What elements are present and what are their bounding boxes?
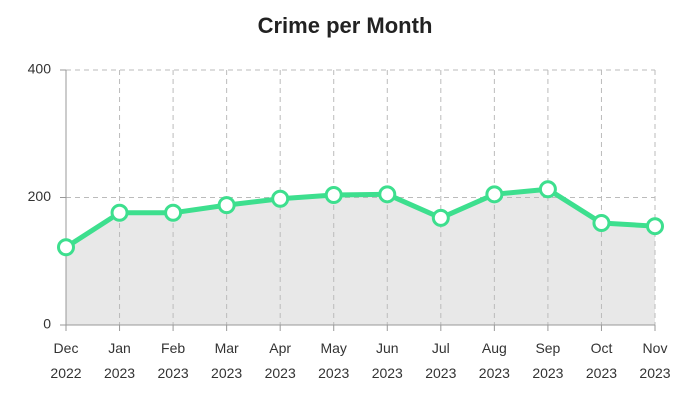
x-tick-label: Nov 2023	[639, 340, 671, 381]
x-tick-label: Jul 2023	[425, 340, 457, 381]
x-tick-label: Oct 2023	[585, 340, 618, 381]
point	[485, 185, 504, 204]
point	[324, 185, 343, 204]
x-tick-label: Dec 2022	[50, 340, 82, 381]
y-tick-label: 0	[43, 316, 51, 332]
x-tick-label: Mar 2023	[211, 340, 243, 381]
point	[110, 203, 129, 222]
point	[592, 214, 611, 232]
chart-title: Crime per Month	[258, 13, 433, 38]
x-tick-label: Jun 2023	[371, 340, 403, 381]
point	[271, 189, 290, 208]
point	[646, 217, 664, 236]
x-tick-label: Sep 2023	[532, 340, 564, 381]
area	[66, 189, 655, 325]
point	[164, 203, 183, 222]
y-tick-label: 400	[28, 61, 52, 77]
point	[378, 185, 397, 204]
point	[538, 180, 557, 199]
point	[57, 238, 75, 257]
point	[217, 196, 236, 215]
x-tick-label: Apr 2023	[264, 340, 296, 381]
x-tick-label: Jan 2023	[103, 340, 136, 381]
point	[431, 208, 450, 227]
y-tick-label: 200	[28, 188, 52, 204]
x-tick-label: Aug 2023	[478, 340, 510, 381]
x-tick-label: Feb 2023	[157, 340, 189, 381]
x-tick-label: May 2023	[318, 340, 350, 381]
